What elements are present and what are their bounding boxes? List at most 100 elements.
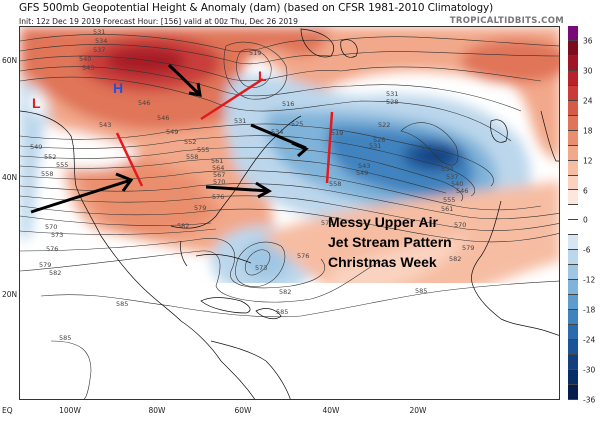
colorbar-segment	[568, 340, 578, 355]
colorbar-segment	[568, 85, 578, 101]
contour-label: 546	[157, 114, 169, 122]
colorbar-segment	[568, 115, 578, 131]
contour-label: 525	[291, 120, 303, 128]
contour-label: 579	[39, 261, 51, 269]
colorbar-segment	[568, 310, 578, 326]
height-contours	[20, 34, 559, 399]
annotation-line-3: Christmas Week	[328, 254, 437, 270]
low-pressure-marker-newfoundland: L	[258, 68, 267, 84]
contour-label: 549	[30, 143, 42, 151]
colorbar-segment	[568, 220, 578, 236]
contour-label: 546	[456, 187, 468, 195]
colorbar-tick-label: 0	[583, 215, 588, 225]
contour-label: 528	[386, 98, 398, 106]
contour-label: 531	[234, 117, 246, 125]
contour-label: 585	[276, 308, 288, 316]
contour-label: 585	[116, 300, 128, 308]
colorbar-segment	[568, 384, 578, 400]
colorbar-segment	[568, 265, 578, 281]
contour-label: 564	[212, 164, 224, 172]
annotation-line-1: Messy Upper Air	[328, 214, 438, 230]
contour-label: 573	[321, 219, 333, 227]
contour-label: 558	[329, 180, 341, 188]
lon-label-100w: 100W	[59, 406, 81, 415]
contour-label: 558	[186, 153, 198, 161]
map-canvas: 5315345375405435465465435495525555585495…	[20, 27, 559, 399]
lat-label-eq: EQ	[2, 406, 13, 415]
colorbar-tick-label: 36	[583, 36, 593, 46]
contour-label: 540	[451, 180, 463, 188]
colorbar-tick-label: 18	[583, 126, 593, 136]
colorbar-segment	[568, 70, 578, 86]
contour-label: 576	[46, 245, 58, 253]
lon-label-20w: 20W	[409, 406, 427, 415]
colorbar-tick-label: -36	[583, 395, 596, 405]
contour-label: 573	[51, 231, 63, 239]
contour-label: 576	[297, 252, 309, 260]
contour-label: 561	[211, 157, 223, 165]
colorbar-segment	[568, 250, 578, 266]
colorbar-tick-label: -18	[583, 305, 596, 315]
colorbar-segment	[568, 26, 578, 41]
colorbar-tick-label: -30	[583, 365, 596, 375]
coastlines	[20, 28, 559, 399]
colorbar-segment	[568, 325, 578, 341]
contour-label: 537	[93, 46, 105, 54]
colorbar-segment	[568, 130, 578, 146]
contour-label: 585	[415, 287, 427, 295]
contour-label: 570	[213, 178, 225, 186]
contour-label: 567	[213, 171, 225, 179]
contour-label: 582	[177, 222, 189, 230]
low-pressure-marker-west: L	[32, 95, 41, 111]
contour-label: 558	[41, 170, 53, 178]
lon-label-60w: 60W	[234, 406, 252, 415]
contour-labels: 5315345375405435465465435495525555585495…	[30, 28, 474, 342]
contour-label: 528	[373, 136, 385, 144]
colorbar-segment	[568, 205, 578, 221]
contour-label: 549	[356, 169, 368, 177]
colorbar-segment	[568, 190, 578, 206]
contour-label: 531	[369, 142, 381, 150]
colorbar-segment	[568, 40, 578, 56]
contour-label: 585	[59, 334, 71, 342]
lon-label-40w: 40W	[322, 406, 340, 415]
contour-label: 534	[95, 37, 107, 45]
contour-label: 516	[282, 100, 294, 108]
contour-label: 582	[279, 288, 291, 296]
chart-title: GFS 500mb Geopotential Height & Anomaly …	[19, 2, 494, 14]
contour-label: 519	[249, 49, 261, 57]
contour-label: 576	[212, 193, 224, 201]
contour-label: 579	[462, 244, 474, 252]
anomaly-colorbar	[568, 26, 578, 400]
contour-label: 552	[184, 138, 196, 146]
chart-subtitle: Init: 12z Dec 19 2019 Forecast Hour: [15…	[19, 17, 298, 26]
colorbar-tick-label: 6	[583, 186, 588, 196]
contour-label: 555	[197, 146, 209, 154]
contour-label: 579	[194, 204, 206, 212]
colorbar-tick-label: -12	[583, 275, 596, 285]
contour-label: 543	[82, 64, 94, 72]
contour-label: 543	[358, 162, 370, 170]
contour-label: 552	[44, 153, 56, 161]
colorbar-segment	[568, 100, 578, 116]
contour-label: 555	[56, 161, 68, 169]
colorbar-segment	[568, 280, 578, 296]
contour-label: 582	[449, 255, 461, 263]
lat-label-40n: 40N	[2, 173, 18, 182]
contour-label: 573	[255, 264, 267, 272]
contour-label: 531	[386, 90, 398, 98]
lat-label-20n: 20N	[2, 290, 18, 299]
colorbar-segment	[568, 354, 578, 370]
contour-label: 561	[441, 205, 453, 213]
trough-axes	[115, 77, 334, 187]
contour-label: 534	[271, 128, 283, 136]
contour-label: 570	[454, 221, 466, 229]
colorbar-tick-label: 30	[583, 66, 593, 76]
contour-label: 543	[99, 121, 111, 129]
contour-label: 531	[93, 28, 105, 36]
colorbar-segment	[568, 55, 578, 71]
contour-label: 570	[45, 223, 57, 231]
colorbar-segment	[568, 145, 578, 161]
colorbar-segment	[568, 175, 578, 191]
lon-label-80w: 80W	[148, 406, 166, 415]
